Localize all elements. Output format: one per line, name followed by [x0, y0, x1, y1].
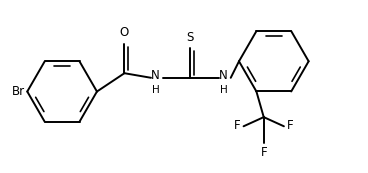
Text: H: H: [220, 85, 227, 95]
Text: N: N: [219, 70, 228, 83]
Text: F: F: [261, 147, 267, 160]
Text: F: F: [234, 119, 241, 132]
Text: O: O: [120, 26, 129, 39]
Text: S: S: [187, 31, 194, 44]
Text: N: N: [151, 70, 160, 83]
Text: Br: Br: [11, 85, 25, 98]
Text: F: F: [287, 119, 293, 132]
Text: H: H: [152, 85, 159, 95]
